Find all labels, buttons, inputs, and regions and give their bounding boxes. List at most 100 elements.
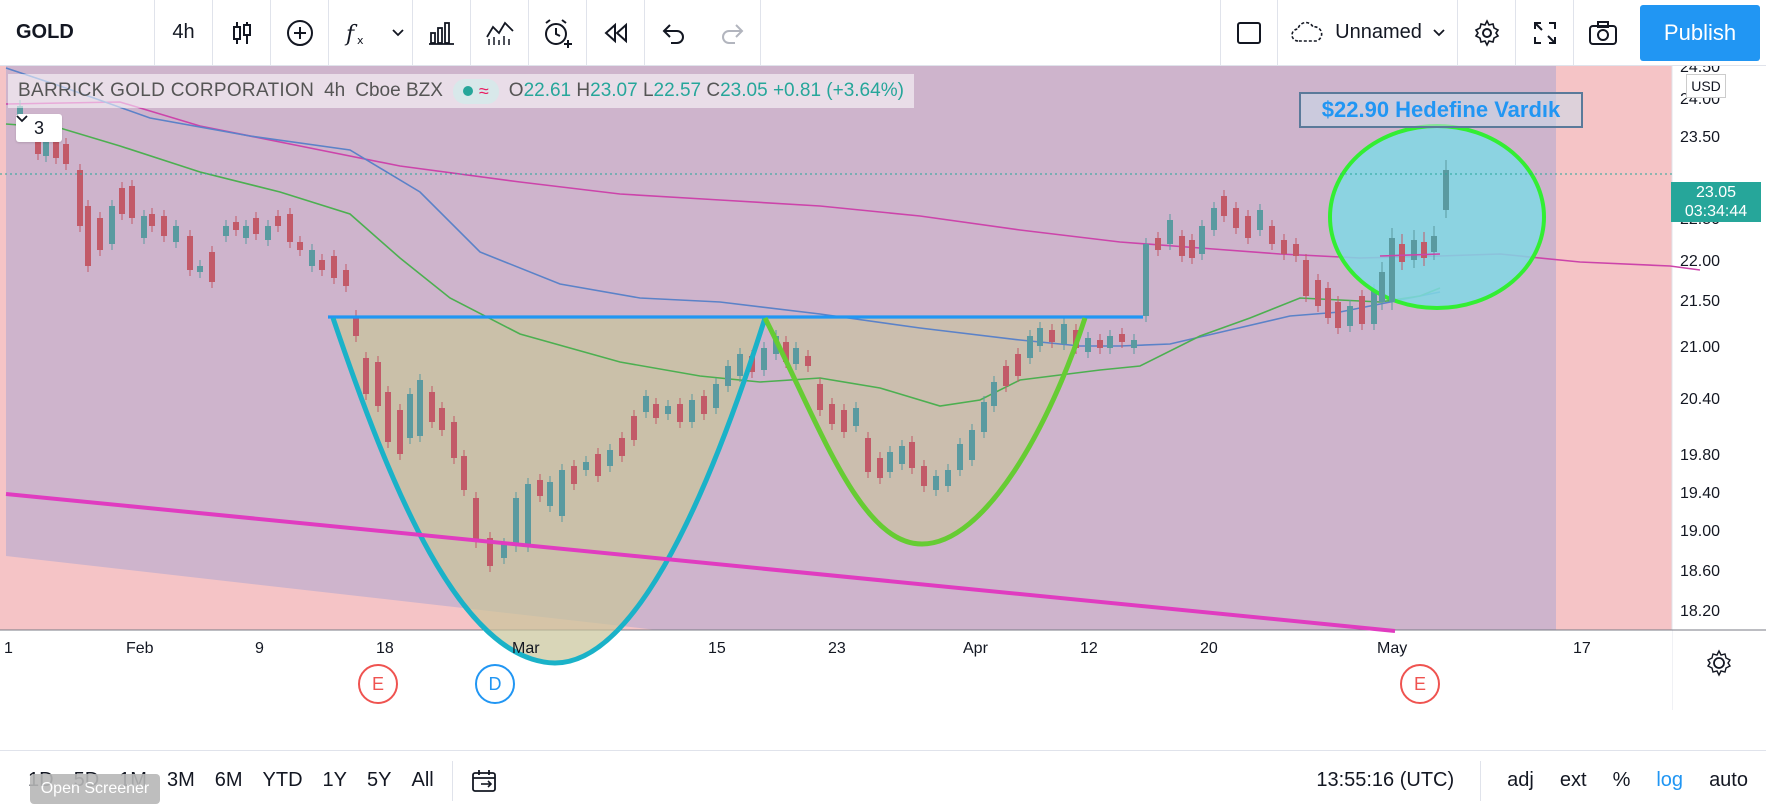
candle-body [665,406,671,414]
currency-label[interactable]: USD [1686,74,1726,98]
candles-icon[interactable] [213,0,271,66]
candle-body [253,218,259,234]
target-highlight-circle[interactable] [1328,124,1546,310]
redo-icon[interactable] [703,0,761,66]
candle-body [631,416,637,440]
undo-icon[interactable] [645,0,703,66]
candle-body [513,498,519,546]
price-chart[interactable]: 24.5024.0023.5022.5022.0021.5021.0020.40… [0,66,1766,710]
candle-body [173,226,179,242]
candle-body [643,396,649,412]
range-button-5y[interactable]: 5Y [367,769,392,791]
price-tick-label: 23.50 [1680,129,1720,146]
candle-body [525,484,531,546]
candle-body [783,342,789,362]
goto-date-icon[interactable] [471,769,499,793]
replay-icon[interactable] [587,0,645,66]
candle-body [209,252,215,282]
candle-body [1421,242,1427,258]
chart-pane[interactable]: 24.5024.0023.5022.5022.0021.5021.0020.40… [0,66,1766,710]
candle-body [737,354,743,376]
time-tick-label: May [1377,640,1407,657]
scale-settings-icon[interactable] [1706,649,1732,677]
candle-body [1257,210,1263,230]
time-tick-label: 23 [828,640,846,657]
candle-body [119,188,125,214]
legend-symbol-title: BARRICK GOLD CORPORATION [18,80,315,101]
candle-body [375,362,381,406]
candle-body [1371,290,1377,324]
price-tick-label: 18.60 [1680,563,1720,580]
camera-icon[interactable] [1574,0,1632,66]
publish-button[interactable]: Publish [1640,4,1760,61]
candle-body [1293,244,1299,256]
chevron-down-icon[interactable] [383,0,413,66]
candle-body [187,236,193,270]
candle-body [1315,280,1321,306]
candle-body [1379,272,1385,302]
range-button-all[interactable]: All [411,769,434,791]
candle-body [197,266,203,272]
candle-body [701,396,707,414]
candle-body [761,348,767,370]
svg-text:f: f [344,22,358,47]
dividend-event-icon[interactable]: D [475,664,515,704]
candle-body [559,470,565,516]
symbol-search[interactable]: GOLD [0,0,155,66]
price-scale[interactable]: 24.5024.0023.5022.5022.0021.5021.0020.40… [1680,66,1720,620]
time-scale[interactable]: 1 Feb 9 18 Mar 15 23 Apr 12 20 May 17 [4,640,1591,657]
range-button-6m[interactable]: 6M [214,769,243,791]
fullscreen-icon[interactable] [1516,0,1574,66]
time-tick-label: 9 [255,640,264,657]
range-button-ytd[interactable]: YTD [262,769,303,791]
candle-body [109,206,115,244]
log-toggle[interactable]: log [1656,769,1684,791]
financials-icon[interactable] [413,0,471,66]
candle-body [583,462,589,470]
range-button-3m[interactable]: 3M [166,769,195,791]
earnings-event-icon-2[interactable]: E [1400,664,1440,704]
alert-icon[interactable] [529,0,587,66]
candle-body [1211,208,1217,230]
candle-body [473,498,479,542]
candle-body [1167,220,1173,244]
handle-outline[interactable] [762,316,1088,547]
candle-body [451,422,457,458]
candle-body [265,226,271,240]
compare-plus-icon[interactable] [271,0,329,66]
auto-toggle[interactable]: auto [1709,769,1748,791]
candle-body [571,466,577,484]
candle-body [945,470,951,486]
candle-body [353,316,359,336]
candle-body [161,216,167,236]
utc-clock[interactable]: 13:55:16 (UTC) [1316,769,1455,791]
chevron-down-icon [1433,28,1445,36]
range-button-1y[interactable]: 1Y [322,769,348,791]
ext-toggle[interactable]: ext [1559,769,1587,791]
legend-collapse-toggle[interactable]: 3 [16,114,62,142]
fullscreen-square-icon[interactable] [1220,0,1278,66]
open-screener-button[interactable]: Open Screener [30,774,160,804]
templates-icon[interactable] [471,0,529,66]
candle-body [429,392,435,422]
candle-body [1119,334,1125,342]
candle-body [887,452,893,472]
support-trendline[interactable] [5,492,1396,633]
adj-toggle[interactable]: adj [1507,769,1534,791]
earnings-event-icon[interactable]: E [358,664,398,704]
market-status-pill[interactable]: ≈ [452,78,499,104]
settings-gear-icon[interactable] [1458,0,1516,66]
interval-button[interactable]: 4h [155,0,213,66]
percent-toggle[interactable]: % [1612,769,1631,791]
price-tick-label: 19.80 [1680,447,1720,464]
candle-body [1189,240,1195,258]
candle-body [343,270,349,286]
candle-body [1155,238,1161,250]
target-annotation-box[interactable]: $22.90 Hedefine Vardık [1299,92,1583,128]
layout-menu[interactable]: Unnamed [1278,0,1458,66]
candle-body [1097,340,1103,348]
price-tick-label: 19.00 [1680,523,1720,540]
time-tick-label: Mar [512,640,540,657]
cup-outline[interactable] [330,317,768,666]
